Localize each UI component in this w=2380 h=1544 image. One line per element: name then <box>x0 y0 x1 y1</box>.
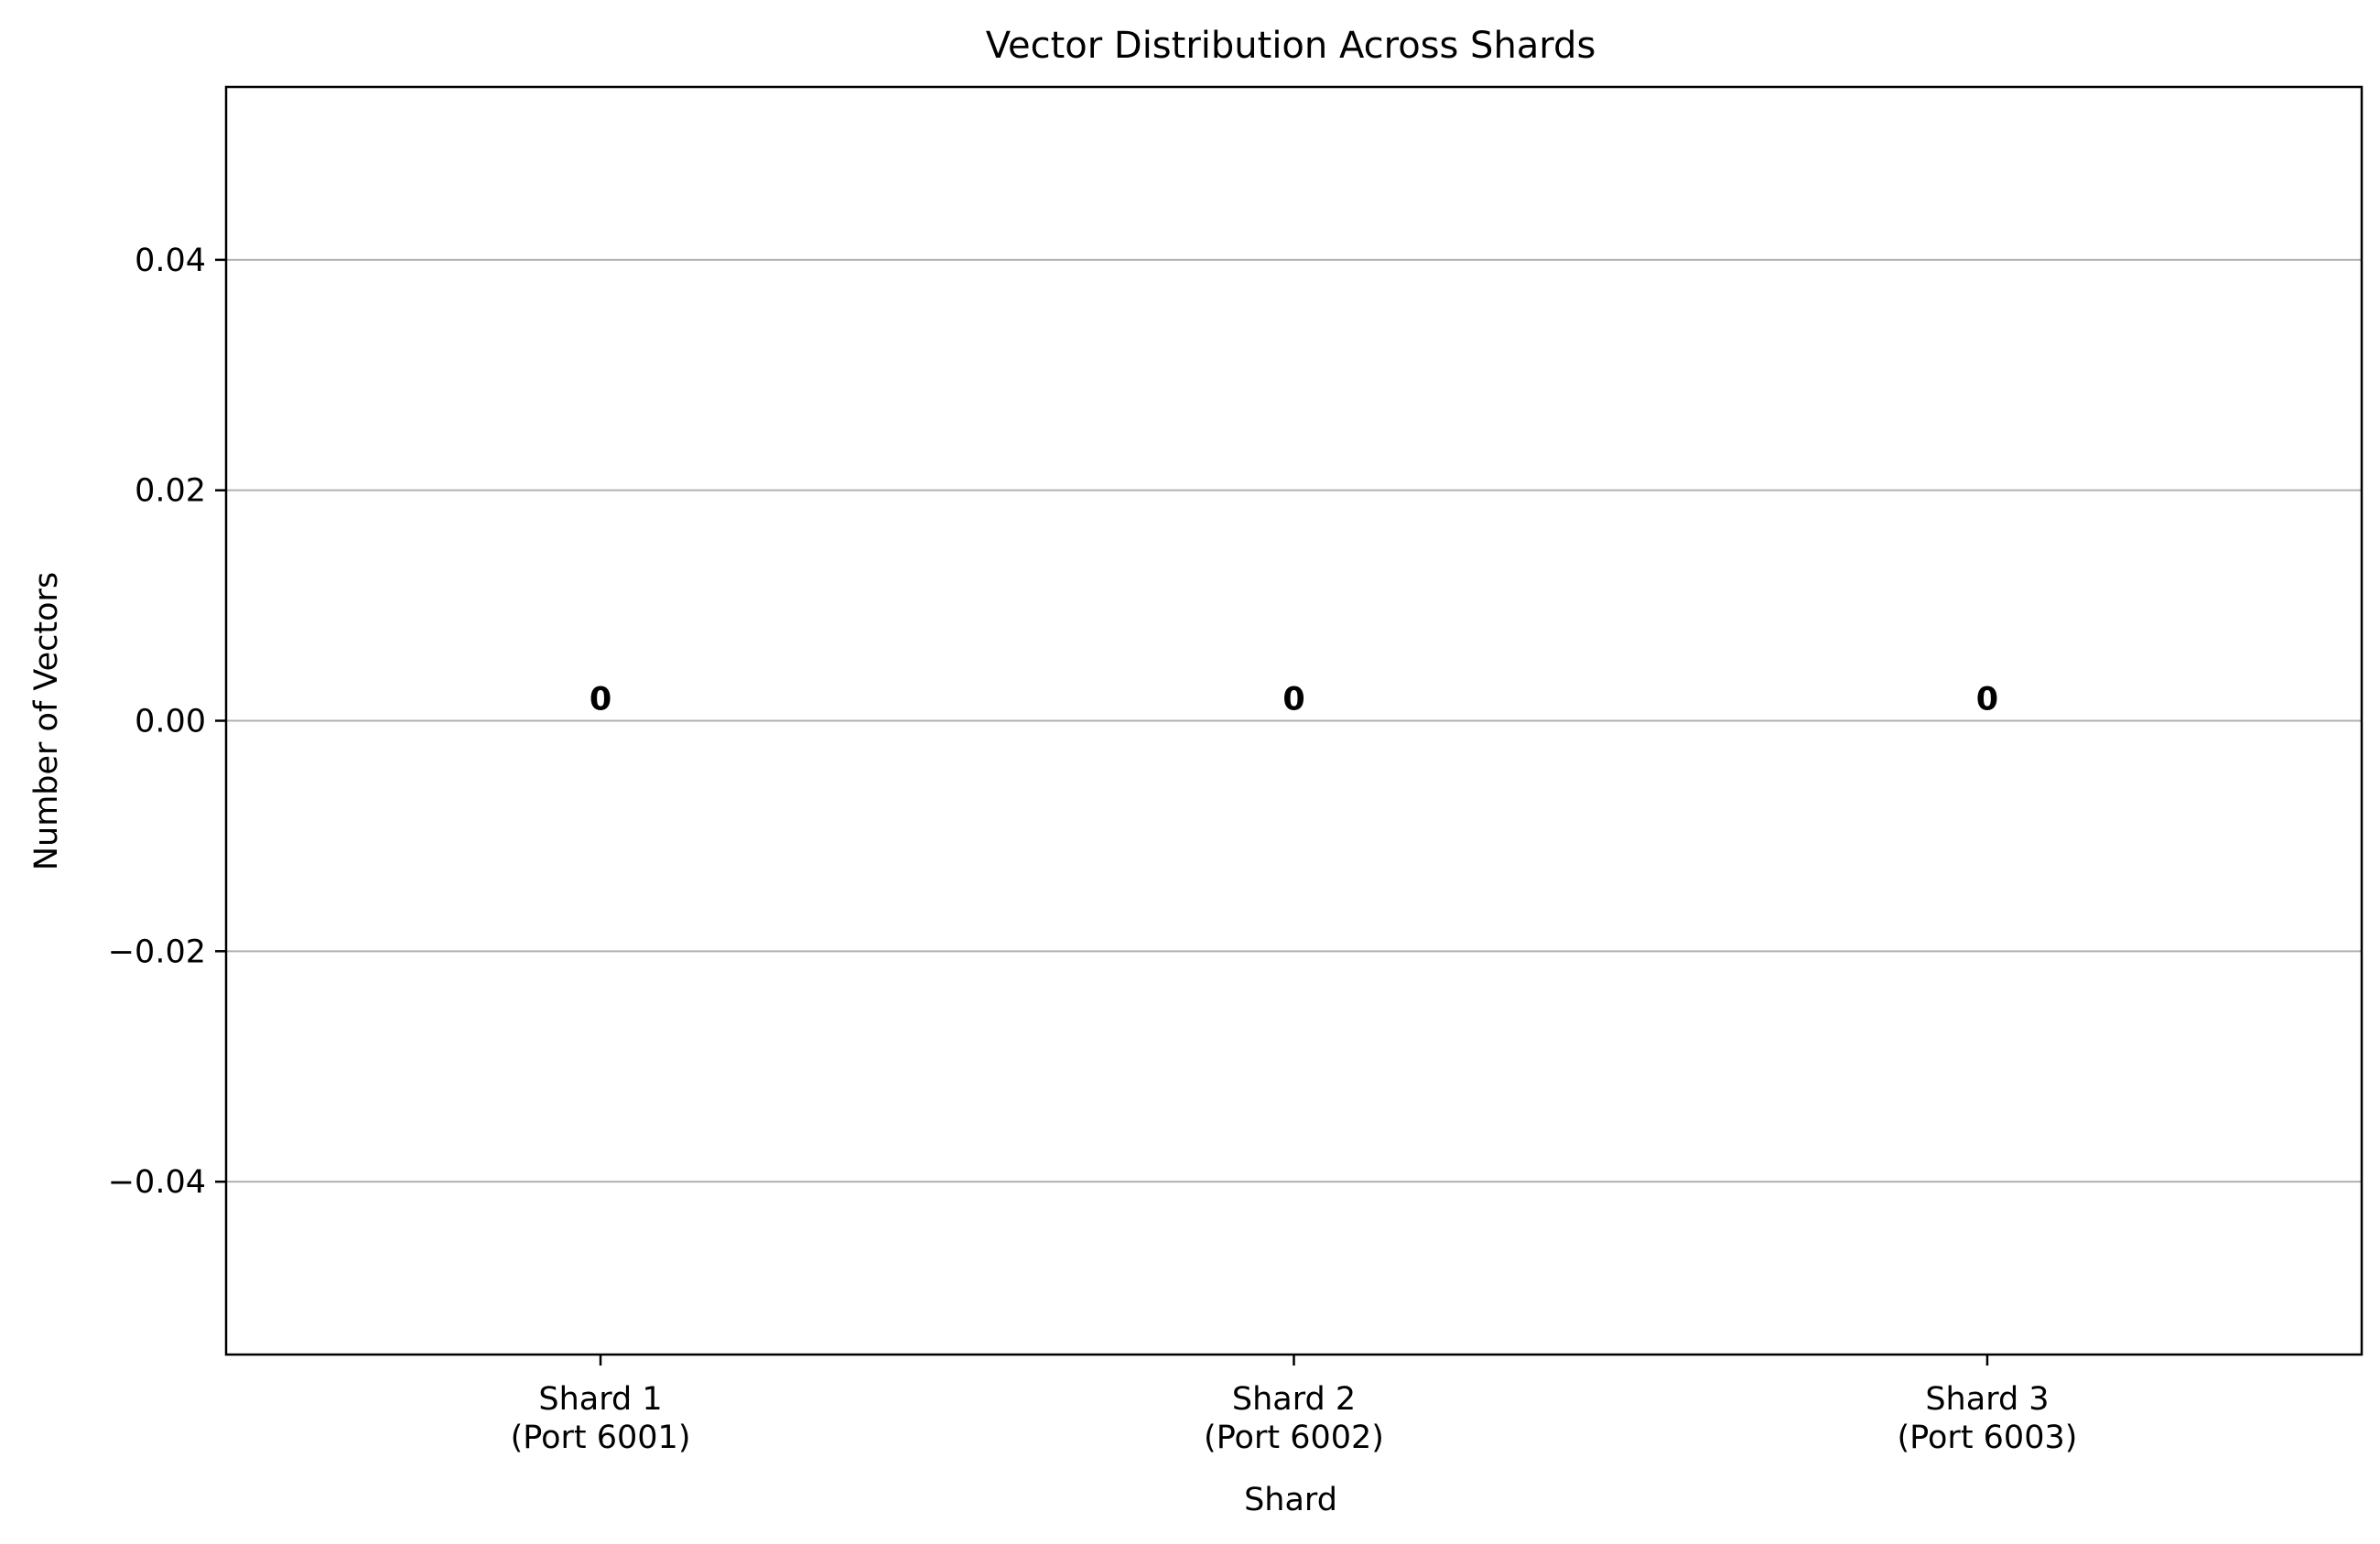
y-tick-label: −0.02 <box>108 934 206 970</box>
data-labels: 0 0 0 <box>590 682 1998 718</box>
x-tick-label: Shard 3 (Port 6003) <box>1898 1381 2078 1456</box>
bar-value-label: 0 <box>590 682 611 718</box>
y-axis-ticks: −0.04 −0.02 0.00 0.02 0.04 <box>108 243 226 1201</box>
y-tick-label: −0.04 <box>108 1164 206 1201</box>
x-axis-ticks: Shard 1 (Port 6001) Shard 2 (Port 6002) Shar… <box>511 1355 2078 1456</box>
y-tick-label: 0.02 <box>135 473 206 510</box>
gridlines <box>226 258 2362 1183</box>
bar-value-label: 0 <box>1282 682 1304 718</box>
y-tick-label: 0.00 <box>135 704 206 740</box>
x-axis-label: Shard <box>1244 1482 1337 1518</box>
x-tick-label: Shard 1 (Port 6001) <box>511 1381 691 1456</box>
bar-value-label: 0 <box>1976 682 1998 718</box>
y-tick-label: 0.04 <box>135 243 206 279</box>
y-axis-label: Number of Vectors <box>28 572 65 870</box>
x-tick-label: Shard 2 (Port 6002) <box>1204 1381 1384 1456</box>
chart-title: Vector Distribution Across Shards <box>986 25 1596 67</box>
